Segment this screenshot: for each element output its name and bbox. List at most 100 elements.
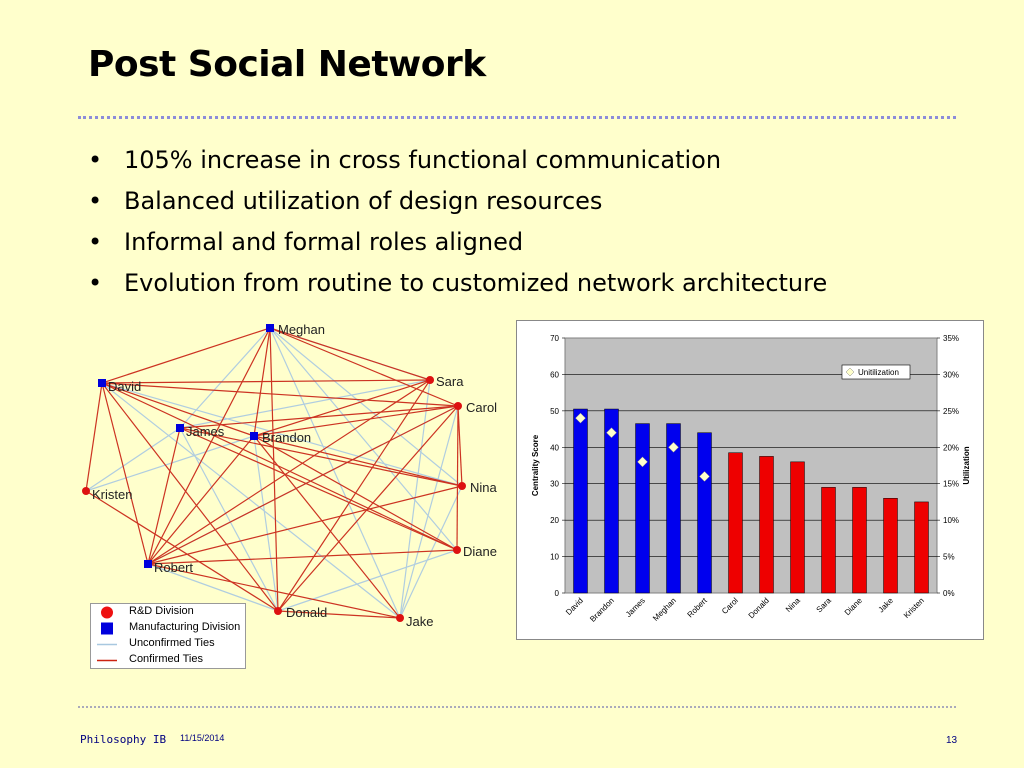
bullet-text: Balanced utilization of design resources [124, 187, 603, 215]
y-tick-label: 10 [550, 553, 559, 562]
mfg-node-square [98, 379, 106, 387]
bar-sara [821, 487, 836, 594]
confirmed-tie [277, 405, 459, 612]
centrality-bar-chart: 0 10 20 30 40 50 60 70 0% 5% 10% 15% 20% 25% 30% 35% Dav… [531, 334, 971, 624]
node-label: Donald [286, 605, 327, 620]
unconfirmed-tie [269, 327, 401, 619]
y-tick-label: 30 [550, 480, 559, 489]
node-kristen: Kristen [82, 487, 132, 502]
bar-diane [852, 487, 867, 594]
node-diane: Diane [453, 544, 497, 559]
x-tick-label: Robert [686, 596, 710, 620]
confirmed-tie [101, 382, 149, 565]
confirmed-tie [85, 490, 279, 612]
bullet-dot: • [88, 228, 103, 256]
confirmed-tie [179, 427, 458, 551]
rd-node-circle [458, 482, 466, 490]
confirmed-tie [179, 405, 459, 429]
x-tick-label: Brandon [588, 596, 616, 624]
node-label: James [186, 424, 225, 439]
utilization-point [668, 441, 679, 453]
chart-legend-box [841, 364, 911, 380]
legend-label: Confirmed Ties [129, 653, 203, 665]
bar-meghan [666, 423, 681, 594]
unconfirmed-tie [253, 435, 279, 612]
unconfirmed-tie [85, 427, 181, 492]
unconfirmed-tie [85, 435, 255, 492]
bar-kristen [914, 501, 929, 594]
confirmed-tie [253, 379, 431, 437]
confirmed-tie [147, 327, 271, 565]
confirmed-tie [253, 435, 401, 619]
node-brandon: Brandon [250, 430, 311, 445]
node-label: Brandon [262, 430, 311, 445]
bullet-item: • Balanced utilization of design resource… [88, 185, 827, 226]
node-label: Diane [463, 544, 497, 559]
y-tick-label: 50 [550, 407, 559, 416]
confirmed-tie [101, 382, 458, 551]
x-tick-label: James [624, 596, 647, 619]
unconfirmed-tie [179, 379, 431, 429]
bullet-dot: • [88, 187, 103, 215]
node-label: Carol [466, 400, 497, 415]
node-label: Kristen [92, 487, 132, 502]
y2-tick-label: 10% [943, 516, 959, 525]
rd-node-circle [82, 487, 90, 495]
node-label: David [108, 379, 141, 394]
node-james: James [176, 424, 225, 439]
confirmed-tie [147, 405, 459, 565]
confirmed-tie [253, 405, 459, 437]
legend-item-mfg: Manufacturing Division [91, 620, 245, 636]
network-legend: R&D Division Manufacturing Division Unco… [90, 603, 246, 669]
centrality-chart-panel: 0 10 20 30 40 50 60 70 0% 5% 10% 15% 20% 25% 30% 35% Dav… [516, 320, 984, 640]
node-robert: Robert [144, 560, 193, 575]
unconfirmed-tie [101, 382, 401, 619]
y-tick-label: 40 [550, 443, 559, 452]
bar-jake [883, 498, 898, 594]
unconfirmed-tie [147, 563, 279, 612]
bar-carol [728, 452, 743, 594]
slide-title: Post Social Network [88, 44, 486, 85]
y2-tick-label: 25% [943, 407, 959, 416]
confirmed-tie [147, 427, 181, 565]
node-label: Robert [154, 560, 193, 575]
x-tick-label: David [564, 596, 585, 617]
x-tick-label: Diane [843, 596, 865, 618]
footer-date: 11/15/2014 [180, 733, 225, 743]
bullet-item: • Informal and formal roles aligned [88, 226, 827, 267]
bar-james [635, 423, 650, 594]
footer-divider [78, 706, 956, 708]
confirmed-tie [85, 382, 103, 492]
node-label: Sara [436, 374, 464, 389]
legend-label: Unconfirmed Ties [129, 637, 215, 649]
mfg-node-square [176, 424, 184, 432]
page-number: 13 [946, 735, 958, 746]
unconfirmed-tie [101, 382, 463, 487]
y2-axis-label: Utilization [962, 446, 971, 484]
confirmed-tie [101, 382, 459, 407]
mfg-node-square [144, 560, 152, 568]
bar-brandon [604, 408, 619, 594]
confirmed-tie [456, 405, 459, 551]
node-label: Meghan [278, 322, 325, 337]
utilization-point [606, 427, 617, 439]
rd-node-circle [454, 402, 462, 410]
legend-label: Manufacturing Division [129, 621, 241, 633]
legend-item-confirmed: Confirmed Ties [91, 652, 245, 668]
legend-diamond-icon [845, 367, 855, 377]
x-tick-label: Sara [815, 596, 834, 615]
confirmed-tie [269, 327, 431, 381]
confirmed-tie [147, 485, 463, 565]
node-label: Nina [470, 480, 498, 495]
plot-area [564, 337, 938, 594]
confirmed-line-icon [97, 659, 117, 662]
node-nina: Nina [458, 480, 498, 495]
utilization-point [699, 471, 710, 482]
node-carol: Carol [454, 400, 497, 415]
unconfirmed-tie [179, 427, 279, 612]
unconfirmed-tie [277, 549, 458, 612]
bar-david [573, 408, 588, 594]
chart-legend: Unitilization [841, 364, 911, 380]
y-tick-label: 60 [550, 370, 559, 379]
bar-robert [697, 432, 712, 594]
